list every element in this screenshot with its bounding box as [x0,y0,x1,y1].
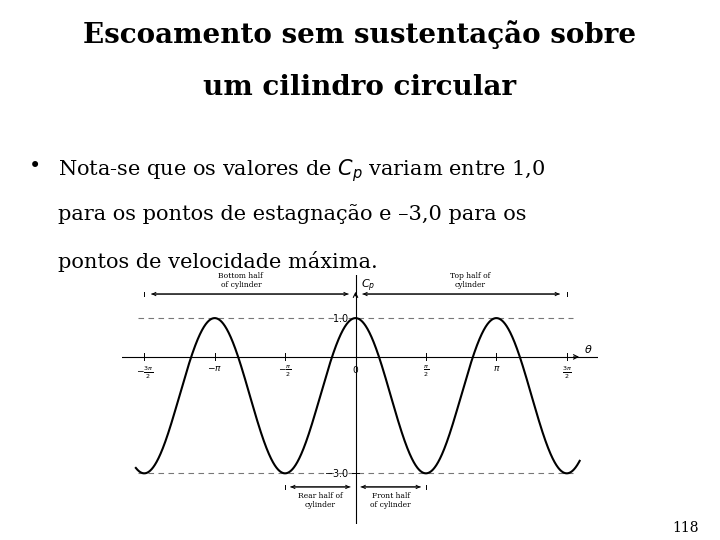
Text: Rear half of
cylinder: Rear half of cylinder [298,491,343,509]
Text: Top half of
cylinder: Top half of cylinder [450,272,490,289]
Text: 118: 118 [672,521,698,535]
Text: $C_p$: $C_p$ [361,278,375,294]
Text: $\frac{3\pi}{2}$: $\frac{3\pi}{2}$ [562,364,572,381]
Text: $-\pi$: $-\pi$ [207,364,222,373]
Text: $-\frac{\pi}{2}$: $-\frac{\pi}{2}$ [279,364,292,379]
Text: Nota-se que os valores de $C_p$ variam entre 1,0: Nota-se que os valores de $C_p$ variam e… [58,158,545,184]
Text: $\theta$: $\theta$ [584,343,593,355]
Text: $-3.0$: $-3.0$ [324,467,348,480]
Text: $\pi$: $\pi$ [492,364,500,373]
Text: Front half
of cylinder: Front half of cylinder [370,491,411,509]
Text: Bottom half
of cylinder: Bottom half of cylinder [218,272,264,289]
Text: pontos de velocidade máxima.: pontos de velocidade máxima. [58,251,377,272]
Text: para os pontos de estagnação e –3,0 para os: para os pontos de estagnação e –3,0 para… [58,204,526,224]
Text: $\frac{\pi}{2}$: $\frac{\pi}{2}$ [423,364,429,379]
Text: •: • [29,158,41,177]
Text: um cilindro circular: um cilindro circular [204,74,516,101]
Text: $1.0$: $1.0$ [332,312,348,324]
Text: $0$: $0$ [352,364,359,375]
Text: $-\frac{3\pi}{2}$: $-\frac{3\pi}{2}$ [135,364,153,381]
Text: Escoamento sem sustentação sobre: Escoamento sem sustentação sobre [84,21,636,50]
